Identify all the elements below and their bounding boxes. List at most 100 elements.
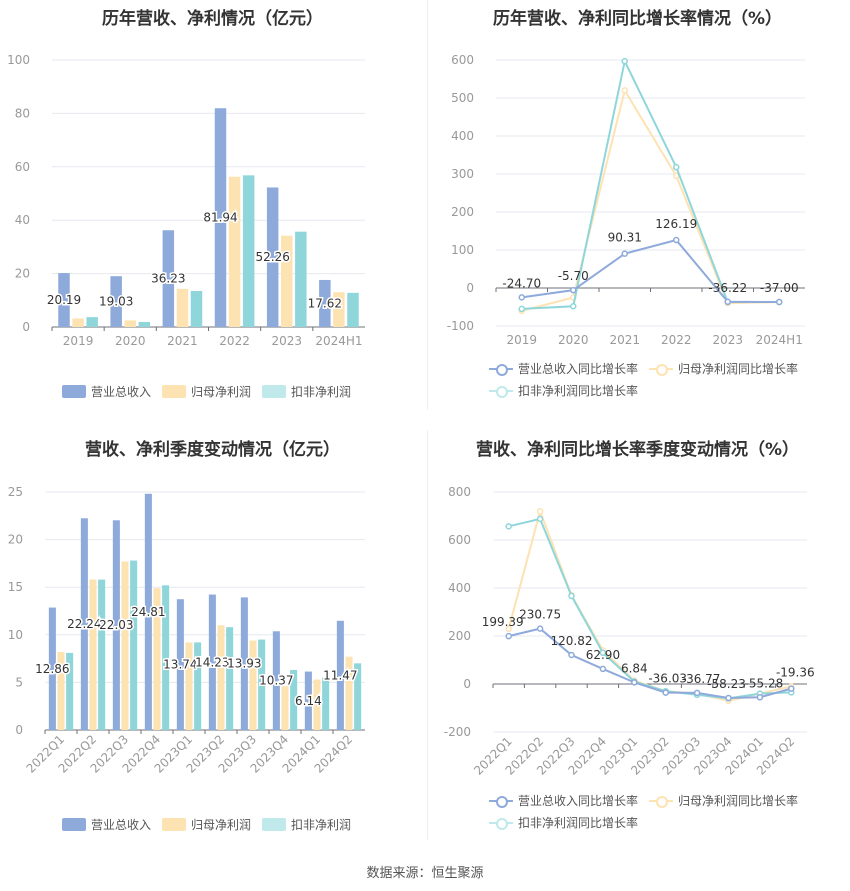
legend-revenue-growth[interactable]: 营业总收入同比增长率 (489, 792, 638, 809)
legend-symbol (489, 384, 513, 398)
chart-title: 营收、净利季度变动情况（亿元） (85, 440, 340, 460)
data-label: -55.28 (745, 676, 784, 690)
annual-revenue-profit-panel: 历年营收、净利情况（亿元） 0 20 40 60 80 100 2019 20.19 2020 1… (0, 0, 425, 410)
x-tick-label: 2022 (219, 334, 250, 348)
y-tick-label: 100 (7, 53, 30, 67)
y-tick-label: 25 (8, 485, 23, 499)
legend-net-profit-growth[interactable]: 归母净利润同比增长率 (649, 792, 798, 809)
y-tick-label: 800 (448, 485, 471, 499)
legend-revenue-growth[interactable]: 营业总收入同比增长率 (489, 360, 638, 377)
data-label: 52.26 (255, 250, 289, 264)
bar-revenue (208, 594, 216, 730)
point (505, 632, 512, 640)
chart-title: 历年营收、净利情况（亿元） (102, 9, 323, 29)
data-label: -19.36 (776, 666, 815, 680)
legend-swatch (62, 818, 86, 831)
bar-revenue (58, 273, 70, 327)
x-tick-label: 2020 (115, 334, 146, 348)
legend-swatch (162, 385, 186, 398)
point (631, 679, 638, 686)
annual-growth-panel: 历年营收、净利同比增长率情况（%） -100 0 100 200 300 400 500 60… (425, 0, 850, 410)
data-label: 13.74 (163, 658, 197, 672)
bar-net-profit (121, 561, 129, 730)
data-label: -58.23 (707, 677, 746, 691)
point (505, 523, 512, 530)
point (505, 625, 512, 633)
point (756, 694, 764, 701)
data-label: 17.62 (308, 296, 342, 310)
bar-revenue (80, 518, 88, 730)
bar-net-profit (124, 320, 136, 327)
data-label: -37.00 (760, 281, 799, 295)
data-label: 90.31 (608, 231, 642, 245)
point (599, 665, 607, 673)
line-revenue (521, 238, 780, 304)
quarterly-growth-panel: 营收、净利同比增长率季度变动情况（%） -200 0 200 400 600 800 202… (425, 430, 850, 840)
y-tick-label: 80 (15, 106, 30, 120)
bar-net-profit (217, 625, 225, 730)
bar-deducted-profit (162, 585, 170, 730)
x-tick-label: 2021 (609, 333, 640, 347)
data-label: 11.47 (323, 668, 357, 682)
bar-deducted-profit (295, 231, 307, 327)
chart-legend: 营业总收入同比增长率 归母净利润同比增长率 扣非净利润同比增长率 (425, 360, 850, 400)
y-tick-label: 0 (463, 677, 471, 691)
bar-deducted-profit (258, 639, 266, 730)
point (788, 685, 795, 692)
data-label: 230.75 (519, 608, 561, 622)
legend-label: 营业总收入同比增长率 (518, 362, 639, 376)
chart-title: 历年营收、净利同比增长率情况（%） (492, 9, 783, 29)
panel-divider-top (427, 0, 428, 410)
point (570, 302, 577, 310)
quarterly-bar-chart: 05101520252022Q112.862022Q222.242022Q322… (8, 485, 365, 776)
data-source: 数据来源：恒生聚源 (366, 866, 484, 881)
y-tick-label: 10 (8, 628, 23, 642)
legend-swatch (162, 818, 186, 831)
bar-deducted-profit (190, 290, 203, 327)
bar-net-profit (313, 679, 321, 730)
data-label: -5.70 (558, 269, 589, 283)
legend-label: 扣非净利润 (291, 385, 352, 399)
legend-deducted-growth[interactable]: 扣非净利润同比增长率 (489, 382, 638, 399)
data-label: 20.19 (47, 293, 81, 307)
legend-net-profit-growth[interactable]: 归母净利润同比增长率 (649, 360, 798, 377)
bar-revenue (336, 620, 344, 730)
legend-label: 扣非净利润 (291, 818, 352, 832)
x-tick-label: 2020 (558, 333, 589, 347)
legend-symbol (649, 362, 673, 376)
legend-revenue[interactable]: 营业总收入 (62, 816, 151, 833)
point (536, 515, 544, 523)
bar-deducted-profit (194, 642, 202, 730)
legend-deducted-profit[interactable]: 扣非净利润 (262, 816, 351, 833)
point (536, 625, 544, 632)
data-label: 36.23 (151, 272, 185, 286)
point (570, 286, 577, 294)
legend-label: 扣非净利润同比增长率 (518, 816, 639, 830)
legend-deducted-profit[interactable]: 扣非净利润 (262, 383, 351, 400)
legend-label: 归母净利润同比增长率 (678, 362, 799, 376)
point (568, 592, 575, 600)
y-tick-label: 40 (15, 213, 30, 227)
data-label: 120.82 (551, 634, 593, 648)
point (621, 87, 628, 94)
legend-label: 营业总收入同比增长率 (518, 794, 639, 808)
panel-divider-bottom (427, 430, 428, 840)
point (621, 57, 628, 65)
line-deducted-profit (508, 517, 792, 700)
legend-revenue[interactable]: 营业总收入 (62, 383, 151, 400)
x-tick-label: 2024H1 (756, 333, 803, 347)
legend-net-profit[interactable]: 归母净利润 (162, 383, 251, 400)
data-label: 10.37 (259, 674, 293, 688)
y-tick-label: 300 (451, 167, 474, 181)
bar-deducted-profit (290, 670, 298, 730)
legend-net-profit[interactable]: 归母净利润 (162, 816, 251, 833)
bar-net-profit (185, 642, 193, 730)
y-tick-label: 100 (451, 243, 474, 257)
point (621, 250, 628, 257)
bar-revenue (304, 671, 312, 730)
legend-deducted-growth[interactable]: 扣非净利润同比增长率 (489, 814, 638, 831)
x-tick-label: 2019 (506, 333, 537, 347)
bar-revenue (266, 187, 279, 327)
bar-net-profit (176, 288, 189, 327)
legend-label: 扣非净利润同比增长率 (518, 384, 639, 398)
